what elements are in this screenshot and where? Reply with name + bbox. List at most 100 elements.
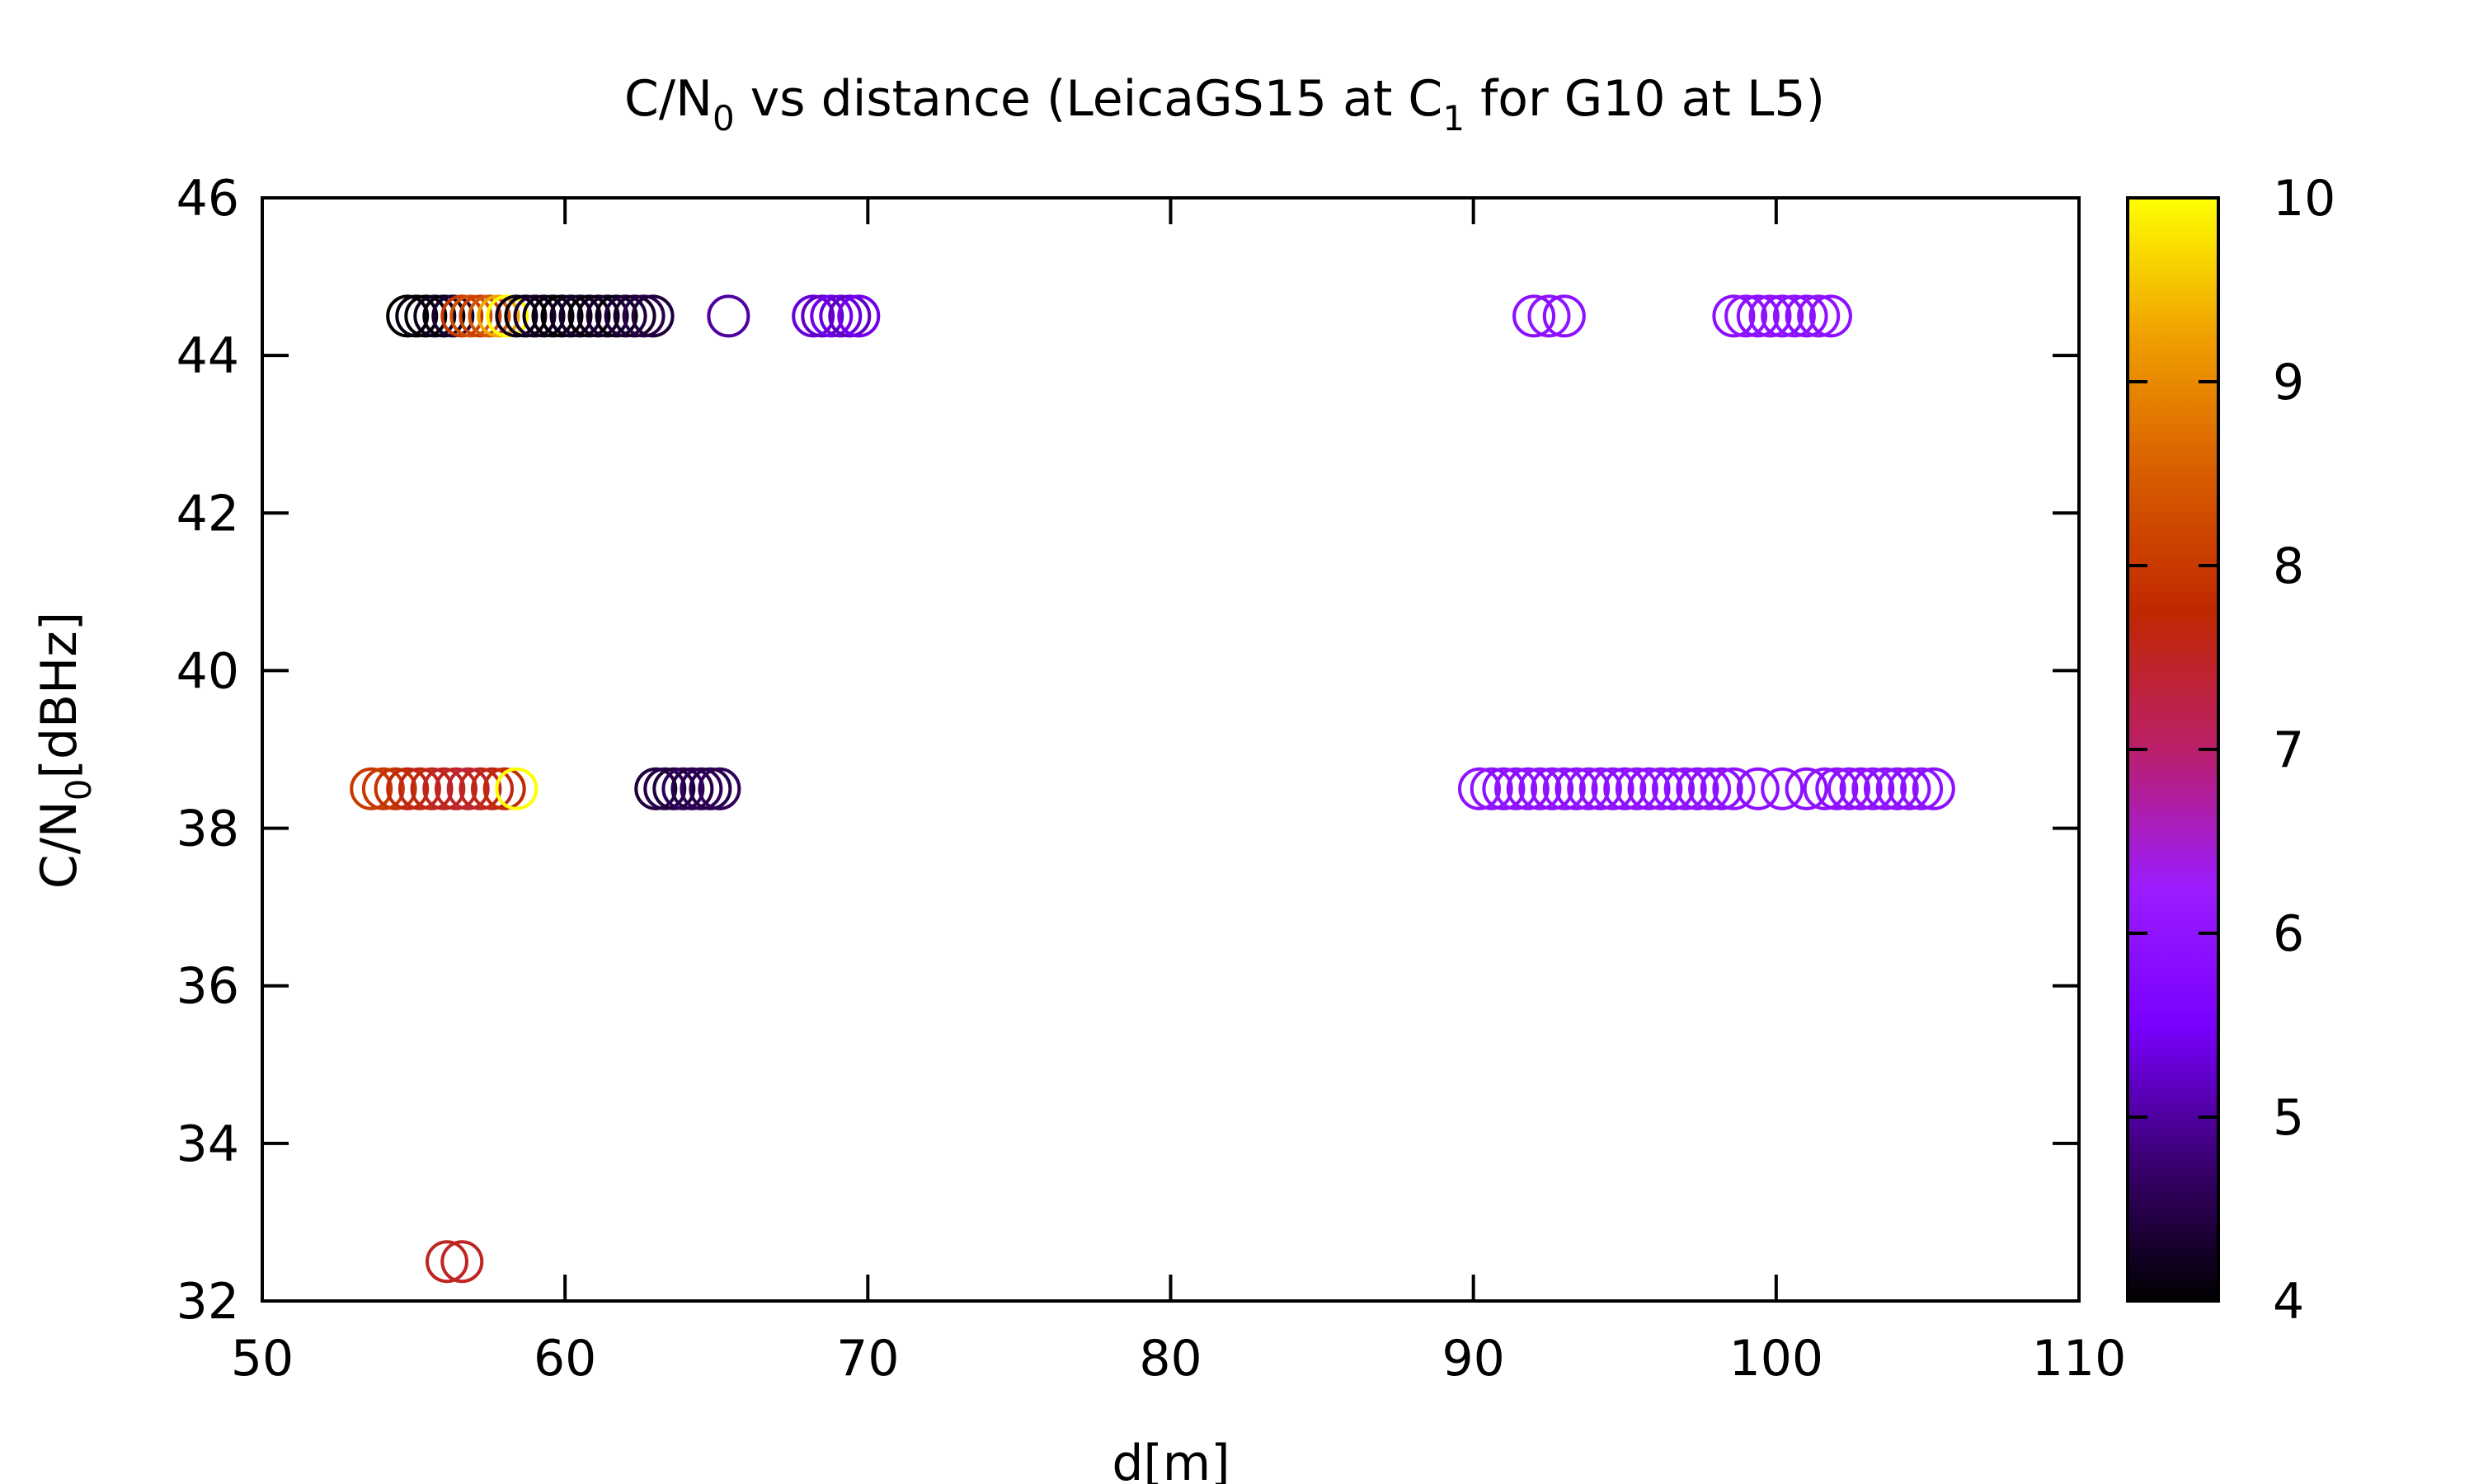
data-point [449, 294, 493, 338]
y-tick-label: 34 [176, 1115, 239, 1173]
colorbar-tick-label: 10 [2273, 170, 2335, 228]
data-point [670, 767, 714, 810]
data-point [828, 294, 872, 338]
data-point [549, 294, 593, 338]
chart-title: C/N0 vs distance (LeicaGS15 at C1 for G1… [624, 70, 1825, 139]
data-point [361, 767, 405, 810]
data-point [558, 294, 602, 338]
data-point [801, 294, 844, 338]
x-tick-label: 100 [1729, 1330, 1824, 1388]
data-point [1785, 294, 1828, 338]
data-point [1652, 767, 1695, 810]
data-point [613, 294, 656, 338]
x-tick-label: 80 [1139, 1330, 1202, 1388]
data-point [643, 767, 687, 810]
data-point [810, 294, 854, 338]
data-point [426, 1240, 468, 1284]
colorbar-tick-label: 7 [2273, 721, 2304, 779]
y-tick-label: 42 [176, 485, 239, 542]
data-point [1815, 767, 1859, 810]
y-tick-label: 36 [176, 958, 239, 1016]
data-point [446, 767, 490, 810]
data-point [595, 294, 638, 338]
x-axis-label: d[m] [1112, 1435, 1230, 1484]
data-point [350, 767, 393, 810]
data-point [482, 767, 526, 810]
data-point [1531, 767, 1574, 810]
data-point [1518, 767, 1562, 810]
data-point [1761, 767, 1804, 810]
data-point [440, 1240, 484, 1284]
y-axis: 32 34 36 38 40 42 44 46 [176, 170, 2079, 1331]
data-point [1512, 294, 1556, 338]
data-point [440, 294, 484, 338]
data-point [395, 294, 439, 338]
data-point [1736, 767, 1780, 810]
colorbar-axis: 4 5 6 7 8 9 10 [2128, 170, 2335, 1331]
y-tick-label: 38 [176, 801, 239, 858]
data-point [1772, 294, 1816, 338]
data-point [1808, 294, 1852, 338]
data-point [1827, 767, 1870, 810]
x-tick-label: 60 [534, 1330, 596, 1388]
data-point [604, 294, 647, 338]
data-point [477, 294, 520, 338]
data-point [1615, 767, 1658, 810]
colorbar-tick-label: 9 [2273, 354, 2304, 411]
data-point [1785, 767, 1828, 810]
x-axis: 50 60 70 80 90 100 110 [231, 198, 2126, 1388]
data-point [1712, 767, 1756, 810]
data-point [680, 767, 723, 810]
data-point [495, 767, 539, 810]
y-axis-label: C/N0[dBHz] [31, 612, 99, 889]
data-point [486, 294, 529, 338]
data-points [350, 294, 1955, 1284]
data-point [374, 767, 417, 810]
data-point [698, 767, 741, 810]
data-point [413, 294, 457, 338]
data-point [1578, 767, 1622, 810]
data-point [1627, 767, 1671, 810]
data-point [1864, 767, 1907, 810]
data-point [435, 767, 477, 810]
x-tick-label: 50 [231, 1330, 294, 1388]
data-point [1603, 767, 1647, 810]
data-point [1900, 767, 1944, 810]
data-point [1839, 767, 1883, 810]
data-point [422, 294, 466, 338]
data-point [459, 767, 502, 810]
data-point [622, 294, 666, 338]
data-point [1851, 767, 1895, 810]
data-point [1458, 767, 1501, 810]
data-point [792, 294, 835, 338]
data-point [1663, 767, 1707, 810]
plot-area-frame [261, 196, 2081, 1303]
data-point [1700, 767, 1743, 810]
data-point [661, 767, 705, 810]
data-point [386, 294, 430, 338]
data-point [404, 294, 448, 338]
x-tick-label: 110 [2032, 1330, 2127, 1388]
data-point [422, 767, 466, 810]
data-point [1494, 767, 1538, 810]
data-point [586, 294, 629, 338]
data-point [468, 294, 511, 338]
data-point [689, 767, 732, 810]
data-point [1712, 294, 1756, 338]
data-point [513, 294, 557, 338]
data-point [410, 767, 454, 810]
data-point [631, 294, 675, 338]
y-tick-label: 44 [176, 327, 239, 385]
data-point [634, 767, 678, 810]
data-point [1912, 767, 1955, 810]
data-point [1554, 767, 1598, 810]
y-tick-label: 32 [176, 1273, 239, 1331]
data-point [1542, 767, 1586, 810]
data-point [1542, 294, 1586, 338]
data-point [531, 294, 575, 338]
data-point [459, 294, 502, 338]
data-point [837, 294, 881, 338]
data-point [1875, 767, 1919, 810]
x-tick-label: 70 [836, 1330, 899, 1388]
